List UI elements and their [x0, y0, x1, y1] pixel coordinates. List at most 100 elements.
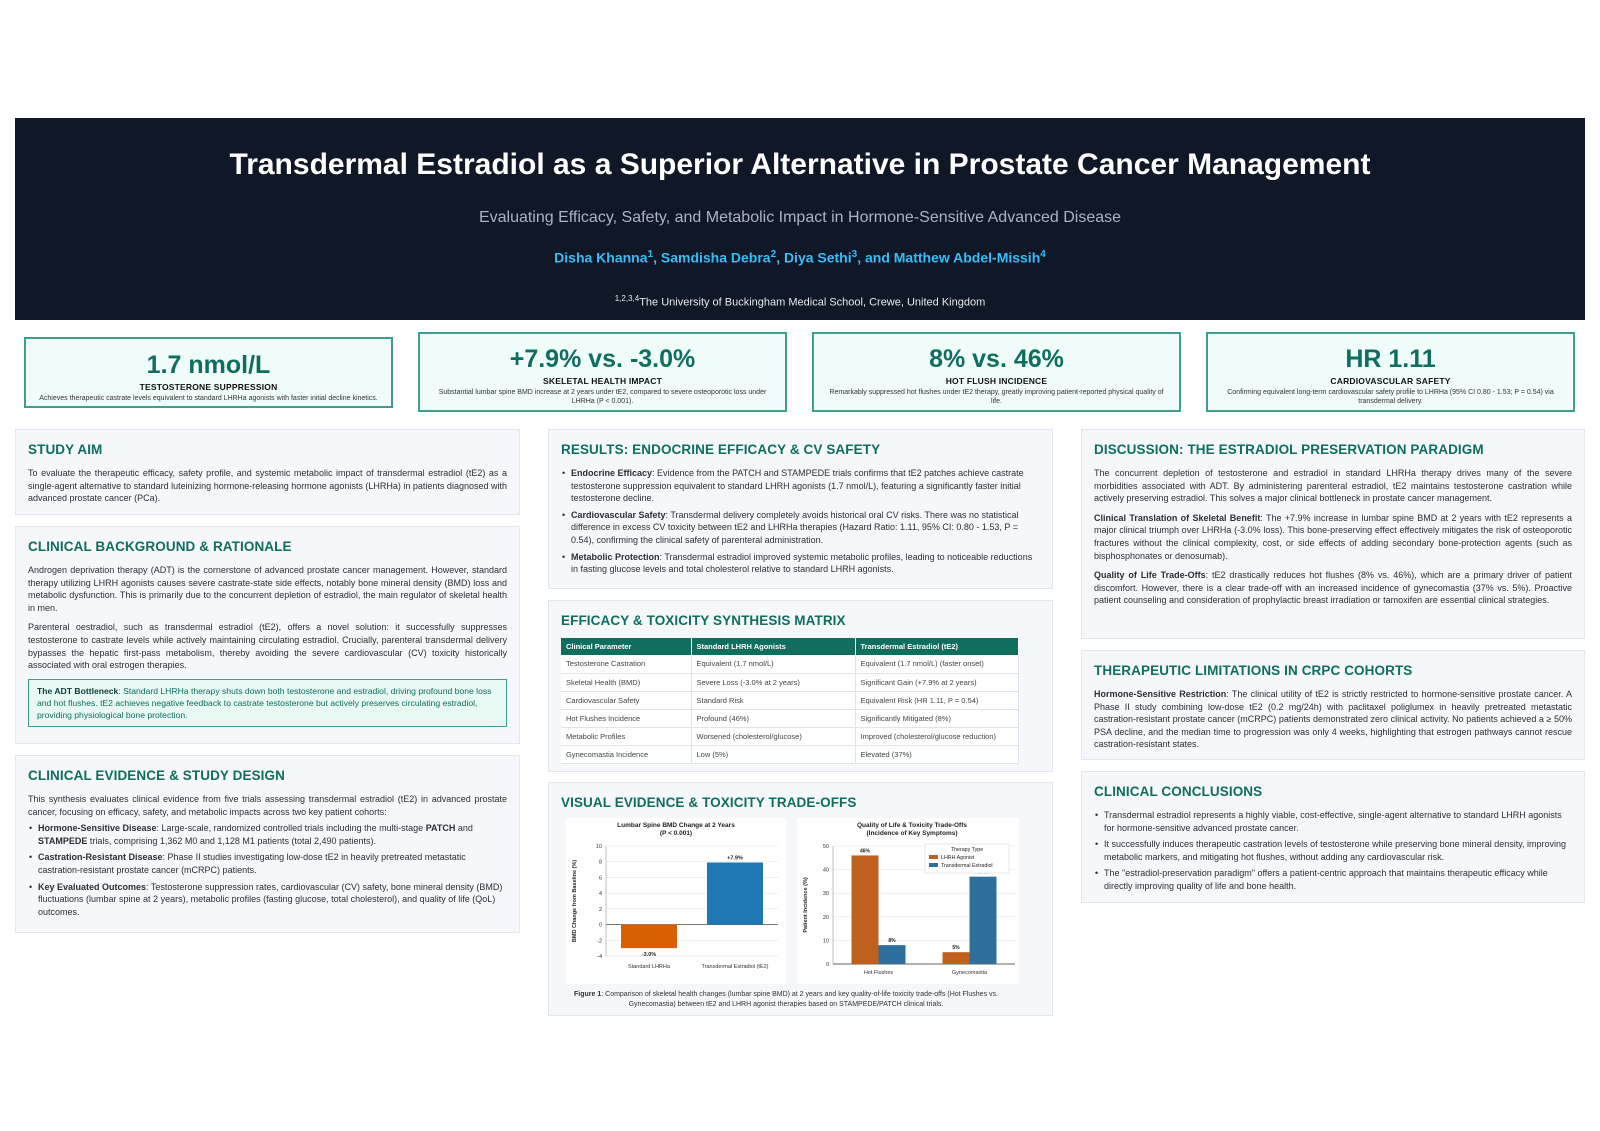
- paragraph-text: : The clinical utility of tE2 is strictl…: [1094, 689, 1572, 750]
- caption-label: Figure 1: [574, 991, 602, 998]
- section-title: STUDY AIM: [28, 442, 103, 457]
- caption-text: : Comparison of skeletal health changes …: [601, 991, 998, 1008]
- y-tick-label: 4: [599, 891, 602, 897]
- x-tick-label: Standard LHRHa: [628, 964, 671, 970]
- column-header: Standard LHRH Agonists: [691, 638, 856, 655]
- item-heading: Endocrine Efficacy: [571, 468, 653, 478]
- metric-label: HOT FLUSH INCIDENCE: [945, 376, 1048, 386]
- list-item: Transdermal estradiol represents a highl…: [1094, 809, 1572, 834]
- table-cell: Skeletal Health (BMD): [561, 673, 692, 692]
- list-item: The "estradiol-preservation paradigm" of…: [1094, 867, 1572, 892]
- affiliation: 1,2,3,4The University of Buckingham Medi…: [15, 294, 1585, 309]
- author-sup: 1: [647, 249, 654, 260]
- evidence-section: CLINICAL EVIDENCE & STUDY DESIGN This sy…: [15, 755, 520, 933]
- toxicity-grouped-bar-chart: Quality of Life & Toxicity Trade-Offs(In…: [797, 818, 1019, 984]
- table-cell: Profound (46%): [691, 709, 856, 728]
- metric-value: 1.7 nmol/L: [146, 351, 271, 379]
- table-cell: Severe Loss (-3.0% at 2 years): [691, 673, 856, 692]
- item-text: and: [455, 823, 473, 834]
- table-row: Hot Flushes Incidence Profound (46%) Signi…: [561, 709, 1019, 728]
- metric-card-testosterone: 1.7 nmol/L TESTOSTERONE SUPPRESSION Achi…: [24, 337, 393, 408]
- item-text: : Large-scale, randomized controlled tri…: [156, 823, 426, 834]
- poster-subtitle: Evaluating Efficacy, Safety, and Metabol…: [478, 209, 1122, 226]
- limitations-section: THERAPEUTIC LIMITATIONS IN CRPC COHORTS …: [1081, 650, 1585, 760]
- section-title: CLINICAL BACKGROUND & RATIONALE: [28, 539, 292, 554]
- chart-subtitle: (P < 0.001): [660, 830, 692, 837]
- table-row: Testosterone Castration Equivalent (1.7 n…: [561, 655, 1019, 674]
- metric-card-skeletal: +7.9% vs. -3.0% SKELETAL HEALTH IMPACT S…: [418, 332, 787, 412]
- y-axis-label: BMD Change from Baseline (%): [572, 860, 578, 942]
- item-text: : Transdermal delivery completely avoids…: [571, 509, 1019, 545]
- item-text: trials, comprising 1,362 M0 and 1,128 M1…: [87, 835, 377, 846]
- list-item: Key Evaluated Outcomes: Testosterone sup…: [28, 881, 507, 919]
- section-title: CLINICAL CONCLUSIONS: [1094, 784, 1263, 799]
- author-name: Matthew Abdel-Missih: [893, 249, 1041, 266]
- figure-caption: Figure 1: Comparison of skeletal health …: [560, 990, 1012, 1010]
- author-name: Disha Khanna: [554, 249, 648, 266]
- table-header-row: Clinical Parameter Standard LHRH Agonist…: [561, 638, 1019, 655]
- legend-title: Therapy Type: [951, 847, 983, 853]
- table-cell: Significant Gain (+7.9% at 2 years): [855, 673, 1019, 692]
- table-cell: Testosterone Castration: [561, 655, 692, 674]
- x-tick-label: Gynecomastia: [952, 970, 988, 976]
- table-cell: Significantly Mitigated (8%): [855, 709, 1019, 728]
- results-list: Endocrine Efficacy: Evidence from the PA…: [561, 467, 1040, 576]
- author-sup: 2: [770, 249, 777, 260]
- item-heading: Metabolic Protection: [571, 551, 660, 562]
- chart-title: Lumbar Spine BMD Change at 2 Years: [617, 822, 735, 829]
- metric-label: TESTOSTERONE SUPPRESSION: [139, 382, 278, 392]
- y-tick-label: 40: [823, 868, 829, 874]
- table-row: Skeletal Health (BMD) Severe Loss (-3.0% …: [561, 673, 1019, 692]
- table-cell: Equivalent (1.7 nmol/L) (faster onset): [855, 655, 1019, 674]
- table-row: Metabolic Profiles Worsened (cholesterol/…: [561, 727, 1019, 746]
- callout-heading: The ADT Bottleneck: [37, 685, 119, 696]
- y-tick-label: 8: [599, 860, 602, 866]
- table-row: Cardiovascular Safety Standard Risk Equiva…: [561, 691, 1019, 710]
- table-cell: Hot Flushes Incidence: [561, 709, 692, 728]
- table-cell: Low (5%): [691, 745, 856, 764]
- bar: [942, 952, 970, 964]
- bar: [878, 945, 906, 964]
- metric-card-cardiovascular: HR 1.11 CARDIOVASCULAR SAFETY Confirming…: [1206, 332, 1575, 412]
- table-cell: Gynecomastia Incidence: [561, 745, 692, 764]
- metric-value: HR 1.11: [1345, 345, 1436, 373]
- y-tick-label: 0: [826, 962, 829, 968]
- callout-text: : Standard LHRHa therapy shuts down both…: [37, 685, 492, 720]
- bar: [969, 876, 997, 964]
- data-label: 8%: [888, 938, 896, 944]
- metric-description: Achieves therapeutic castrate levels equ…: [39, 395, 378, 402]
- table-cell: Cardiovascular Safety: [561, 691, 692, 710]
- y-tick-label: 30: [823, 891, 829, 897]
- chart-subtitle: (Incidence of Key Symptoms): [866, 830, 957, 837]
- section-title: THERAPEUTIC LIMITATIONS IN CRPC COHORTS: [1094, 663, 1413, 678]
- affiliation-sup: 1,2,3,4: [614, 294, 640, 303]
- y-axis-label: Patient Incidence (%): [803, 877, 809, 932]
- study-aim-text: To evaluate the therapeutic efficacy, sa…: [28, 468, 507, 504]
- y-tick-label: 20: [823, 915, 829, 921]
- table-row: Gynecomastia Incidence Low (5%) Elevated (…: [561, 745, 1019, 764]
- discussion-paragraph: Quality of Life Trade-Offs: tE2 drastica…: [1094, 569, 1572, 607]
- legend-swatch: [929, 863, 938, 867]
- background-paragraph: Parenteral oestradiol, such as transderm…: [28, 622, 507, 671]
- bar: [851, 855, 879, 964]
- evidence-intro: This synthesis evaluates clinical eviden…: [28, 794, 507, 817]
- paragraph-text: : The +7.9% increase in lumbar spine BMD…: [1094, 512, 1572, 561]
- y-tick-label: 0: [599, 923, 602, 929]
- list-item: It successfully induces therapeutic cast…: [1094, 838, 1572, 863]
- section-title: DISCUSSION: THE ESTRADIOL PRESERVATION P…: [1094, 442, 1484, 457]
- table-cell: Equivalent (1.7 nmol/L): [691, 655, 856, 674]
- table-cell: Standard Risk: [691, 691, 856, 710]
- item-heading: Castration-Resistant Disease: [38, 852, 163, 863]
- poster-title: Transdermal Estradiol as a Superior Alte…: [229, 148, 1371, 181]
- item-text: : Evidence from the PATCH and STAMPEDE t…: [571, 468, 1024, 504]
- legend-label: LHRH Agonist: [941, 855, 975, 861]
- metric-description: Substantial lumbar spine BMD increase at…: [438, 389, 767, 405]
- background-paragraph: Androgen deprivation therapy (ADT) is th…: [28, 565, 507, 613]
- y-tick-label: 6: [599, 875, 602, 881]
- column-header: Clinical Parameter: [561, 638, 692, 655]
- table-cell: Improved (cholesterol/glucose reduction): [855, 727, 1019, 746]
- section-title: VISUAL EVIDENCE & TOXICITY TRADE-OFFS: [561, 795, 857, 810]
- list-item: Metabolic Protection: Transdermal estrad…: [561, 551, 1040, 576]
- item-text: : Testosterone suppression rates, cardio…: [38, 881, 503, 917]
- metric-description: Remarkably suppressed hot flushes under …: [829, 389, 1164, 405]
